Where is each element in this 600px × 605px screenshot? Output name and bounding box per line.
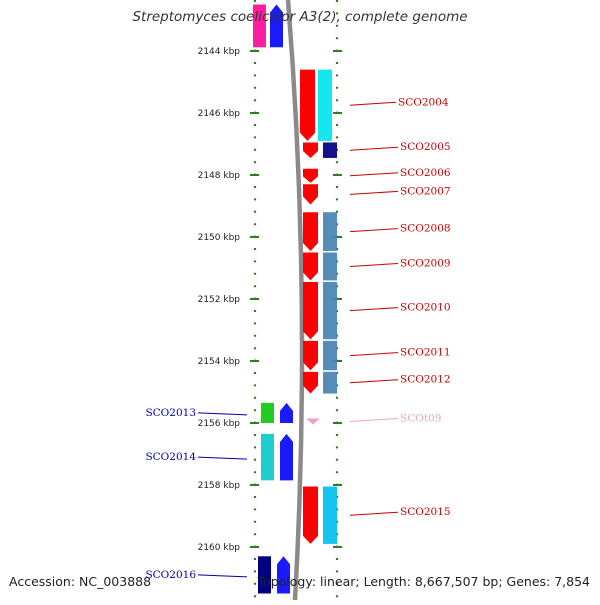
gene-label: SCO2011 bbox=[400, 347, 451, 359]
gene-leader-line bbox=[349, 417, 399, 422]
kbp-tick-label: 2144 kbp bbox=[198, 47, 241, 57]
kbp-tick-label: 2152 kbp bbox=[198, 295, 241, 305]
gene-feature-block bbox=[261, 402, 274, 423]
gene-label: SCO2009 bbox=[400, 257, 451, 269]
topology-text: Topology: linear; Length: 8,667,507 bp; … bbox=[257, 574, 590, 589]
gene-feature-block bbox=[318, 69, 332, 141]
gene-arrow-forward bbox=[303, 252, 318, 281]
gene-label: SCO2004 bbox=[398, 96, 449, 108]
gene-leader-line bbox=[349, 146, 399, 151]
map-title: Streptomyces coelicolor A3(2), complete … bbox=[132, 9, 468, 25]
gene-feature-block bbox=[323, 252, 337, 281]
kbp-tick-label: 2154 kbp bbox=[198, 357, 241, 367]
gene-arrow-reverse bbox=[280, 433, 293, 481]
gene-label: SCO2005 bbox=[400, 141, 451, 153]
gene-arrow-forward bbox=[303, 281, 318, 340]
gene-label: SCO2008 bbox=[400, 223, 451, 235]
gene-arrow-forward bbox=[303, 340, 318, 371]
gene-arrow-forward bbox=[303, 486, 318, 544]
gene-label: SCO2016 bbox=[145, 569, 196, 581]
gene-label: SCO2013 bbox=[145, 407, 196, 419]
gene-leader-line bbox=[349, 101, 397, 106]
kbp-tick-label: 2148 kbp bbox=[198, 171, 241, 181]
accession-text: Accession: NC_003888 bbox=[9, 574, 152, 589]
gene-arrow-reverse bbox=[280, 402, 293, 423]
gene-feature-block bbox=[261, 433, 274, 481]
gene-feature-block bbox=[253, 4, 266, 48]
gene-label: SCO2014 bbox=[145, 451, 196, 463]
kbp-tick-label: 2158 kbp bbox=[198, 481, 241, 491]
gene-feature-block bbox=[323, 142, 337, 158]
gene-feature-block bbox=[323, 371, 337, 394]
gene-leader-line bbox=[349, 262, 399, 267]
gene-leader-line bbox=[349, 379, 399, 384]
kbp-tick-label: 2160 kbp bbox=[198, 543, 241, 553]
gene-arrow-forward bbox=[303, 212, 318, 251]
rna-gene-arrow bbox=[306, 418, 320, 425]
gene-leader-line bbox=[349, 352, 399, 357]
gene-leader-line bbox=[197, 456, 248, 460]
gene-label: SCOt09 bbox=[400, 412, 441, 424]
gene-arrow-reverse bbox=[270, 4, 283, 48]
gene-feature-block bbox=[323, 340, 337, 371]
gene-feature-block bbox=[323, 281, 337, 340]
kbp-tick-label: 2150 kbp bbox=[198, 233, 241, 243]
gene-leader-line bbox=[349, 307, 399, 312]
gene-label: SCO2007 bbox=[400, 185, 451, 197]
gene-feature-block bbox=[323, 486, 337, 544]
gene-label: SCO2015 bbox=[400, 506, 451, 518]
gene-leader-line bbox=[197, 574, 248, 578]
genome-backbone bbox=[285, 0, 305, 601]
gene-leader-line bbox=[349, 190, 399, 195]
gene-arrow-forward bbox=[303, 168, 318, 183]
gene-arrow-forward bbox=[303, 142, 318, 158]
gene-leader-line bbox=[349, 172, 399, 177]
gene-feature-block bbox=[258, 556, 271, 594]
gene-arrow-forward bbox=[303, 184, 318, 205]
gene-leader-line bbox=[349, 228, 399, 233]
gene-arrow-forward bbox=[303, 371, 318, 394]
gene-label: SCO2006 bbox=[400, 167, 451, 179]
gene-arrow-reverse bbox=[277, 556, 290, 594]
gene-label: SCO2012 bbox=[400, 374, 451, 386]
kbp-tick-label: 2156 kbp bbox=[198, 419, 241, 429]
gene-leader-line bbox=[349, 511, 399, 516]
gene-leader-line bbox=[197, 412, 248, 416]
gene-label: SCO2010 bbox=[400, 302, 451, 314]
gene-feature-block bbox=[323, 212, 337, 251]
gene-arrow-forward bbox=[300, 69, 315, 141]
kbp-tick-label: 2146 kbp bbox=[198, 109, 241, 119]
